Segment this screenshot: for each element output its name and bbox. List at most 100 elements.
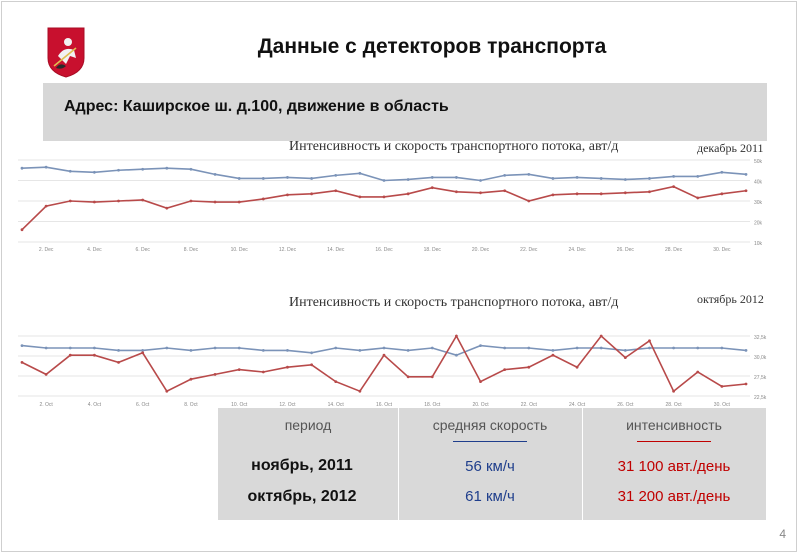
data-point: [141, 351, 145, 355]
data-point: [744, 189, 748, 193]
data-point: [382, 346, 386, 350]
data-point: [213, 200, 217, 204]
page-number: 4: [779, 527, 786, 541]
x-tick-label: 26. Oct: [617, 402, 634, 408]
y-tick-label: 22,5k: [754, 395, 767, 401]
data-point: [286, 193, 289, 197]
data-point: [213, 373, 217, 376]
y-tick-label: 30k: [754, 200, 763, 206]
data-point: [406, 349, 410, 352]
x-tick-label: 24. Dec: [568, 247, 586, 253]
data-point: [261, 197, 265, 201]
address-band: [43, 83, 767, 141]
data-point: [720, 385, 724, 388]
data-point: [20, 344, 24, 347]
moscow-coat-of-arms-icon: [47, 27, 85, 78]
x-tick-label: 16. Oct: [376, 402, 393, 408]
chart-dec-2011: 10k 20k 30k 40k 50k 2. Dec 4. Dec 6. Dec 8. Dec 1…: [18, 159, 763, 253]
y-tick-label: 32,5k: [754, 335, 767, 341]
x-tick-label: 14. Oct: [328, 402, 345, 408]
data-point: [68, 169, 72, 173]
y-tick-label: 10k: [754, 241, 763, 247]
data-point: [237, 346, 241, 350]
header-intensity: интенсивность: [626, 417, 722, 433]
summary-table: [218, 408, 766, 520]
data-point: [455, 353, 458, 357]
data-point: [358, 389, 362, 393]
x-tick-label: 4. Dec: [87, 247, 102, 253]
data-point: [68, 346, 72, 350]
column-separator: [398, 408, 399, 520]
data-point: [358, 195, 362, 199]
data-point: [551, 353, 555, 357]
x-tick-label: 22. Dec: [520, 247, 538, 253]
data-point: [430, 176, 434, 179]
data-point: [648, 339, 651, 343]
data-point: [310, 177, 313, 180]
data-point: [189, 167, 193, 171]
data-point: [599, 192, 603, 196]
data-point: [648, 177, 651, 180]
chart1-title: Интенсивность и скорость транспортного п…: [289, 139, 619, 154]
data-point: [261, 349, 265, 352]
data-point: [455, 176, 458, 179]
data-point: [599, 177, 603, 180]
data-point: [503, 173, 507, 177]
data-point: [286, 365, 289, 369]
data-point: [527, 346, 531, 350]
x-tick-label: 20. Dec: [472, 247, 490, 253]
data-point: [503, 368, 507, 371]
data-point: [93, 346, 96, 350]
data-point: [334, 189, 338, 193]
data-point: [117, 361, 120, 364]
x-tick-label: 10. Dec: [231, 247, 249, 253]
data-point: [141, 349, 145, 352]
data-point: [382, 195, 386, 199]
data-point: [672, 389, 675, 393]
data-point: [479, 380, 482, 383]
x-tick-label: 2. Oct: [39, 402, 53, 408]
x-tick-label: 26. Dec: [617, 247, 635, 253]
data-point: [527, 365, 531, 369]
data-point: [430, 375, 434, 379]
data-point: [455, 334, 458, 338]
data-point: [358, 349, 362, 352]
x-tick-label: 28. Dec: [665, 247, 683, 253]
row1-speed: 56 км/ч: [465, 458, 515, 475]
x-tick-label: 6. Dec: [135, 247, 150, 253]
data-point: [310, 192, 313, 196]
data-point: [44, 204, 48, 208]
data-point: [527, 199, 531, 203]
data-point: [20, 361, 24, 364]
data-point: [68, 353, 72, 357]
x-tick-label: 8. Oct: [184, 402, 198, 408]
data-point: [406, 375, 410, 379]
data-point: [117, 168, 120, 172]
data-point: [479, 191, 482, 195]
y-tick-label: 30,0k: [754, 355, 767, 361]
x-tick-label: 24. Oct: [569, 402, 586, 408]
data-point: [117, 349, 120, 352]
x-tick-label: 16. Dec: [375, 247, 393, 253]
data-point: [672, 175, 675, 178]
data-point: [382, 353, 386, 357]
data-point: [334, 380, 338, 383]
data-point: [455, 190, 458, 194]
data-point: [382, 179, 386, 182]
data-point: [623, 191, 627, 195]
data-point: [237, 368, 241, 371]
x-tick-label: 18. Dec: [424, 247, 442, 253]
x-tick-label: 4. Oct: [88, 402, 102, 408]
data-point: [310, 363, 313, 367]
data-point: [575, 346, 579, 350]
data-point: [430, 186, 434, 190]
data-point: [141, 167, 145, 171]
chart2-month: октябрь 2012: [697, 292, 764, 306]
row1-intensity: 31 100 авт./день: [617, 458, 731, 475]
x-tick-label: 28. Oct: [666, 402, 683, 408]
data-point: [744, 172, 748, 176]
data-point: [189, 349, 193, 352]
data-point: [165, 166, 169, 170]
data-point: [286, 176, 289, 179]
data-point: [334, 173, 338, 177]
